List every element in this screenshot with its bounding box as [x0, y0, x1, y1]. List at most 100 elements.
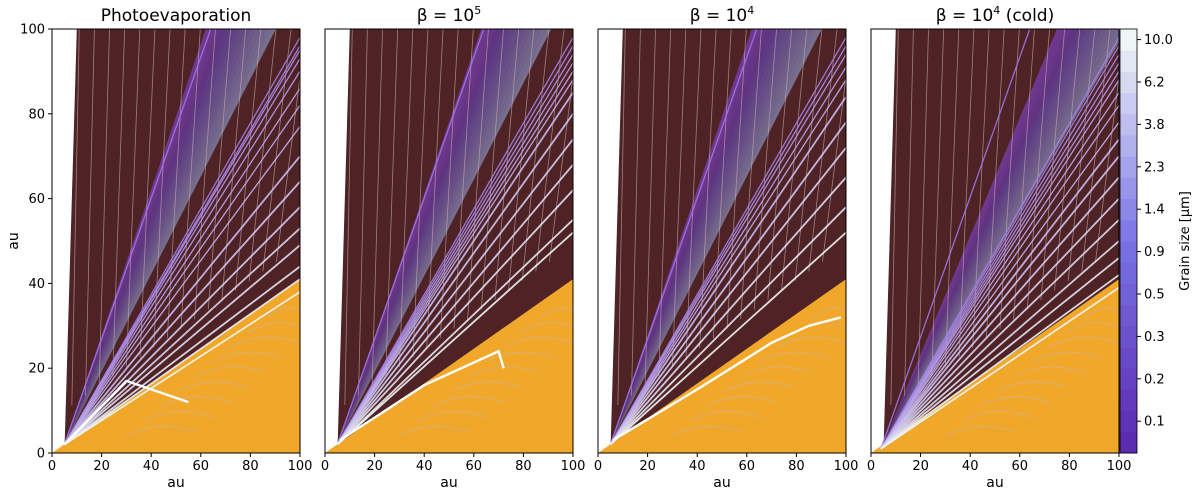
colorbar-tick-label: 1.4 — [1144, 203, 1165, 218]
flow-streamline — [931, 29, 945, 377]
grain-size-contour — [610, 29, 822, 445]
flow-streamline — [126, 29, 141, 367]
grain-size-contour — [880, 29, 1107, 449]
grain-size-contour — [337, 29, 507, 445]
disk-streamline — [945, 425, 1015, 437]
flow-streamline — [85, 29, 95, 396]
x-tick-label: 20 — [366, 459, 383, 474]
grain-size-contour — [64, 29, 266, 445]
x-tick-label: 100 — [288, 459, 313, 474]
colorbar-level — [1120, 177, 1137, 200]
x-tick-label: 40 — [416, 459, 433, 474]
flow-streamline — [1067, 29, 1096, 281]
dust-streamline — [609, 66, 846, 445]
dust-streamline — [63, 278, 300, 446]
axes-frame — [51, 28, 301, 454]
colorbar-level — [1120, 410, 1137, 433]
disk-streamline — [195, 366, 266, 378]
grain-size-contour — [337, 29, 522, 445]
dust-streamline — [336, 219, 573, 446]
colorbar-level — [1120, 113, 1137, 136]
disk-streamline — [451, 381, 522, 392]
dust-streamline — [63, 29, 212, 445]
x-tick-label: 0 — [48, 459, 56, 474]
dust-streamline — [609, 45, 846, 445]
y-tick-label: 100 — [20, 23, 45, 38]
y-axis-label: au — [6, 232, 22, 249]
colorbar-level — [1120, 262, 1137, 284]
dust-streamline — [880, 54, 1119, 450]
colorbar-level — [1120, 283, 1137, 306]
colorbar-level — [1120, 241, 1137, 263]
x-tick-label: 80 — [1061, 459, 1078, 474]
colorbar-level — [1120, 135, 1137, 157]
grain-size-contour — [337, 29, 492, 445]
dust-streamline — [880, 104, 1119, 450]
dust-streamline — [609, 176, 846, 446]
flow-streamline — [631, 29, 641, 396]
dust-streamline — [880, 71, 1119, 450]
grain-size-contour — [880, 29, 1119, 449]
disk-streamline — [178, 381, 249, 392]
colorbar-level — [1120, 431, 1137, 454]
plot-area — [598, 29, 846, 453]
x-tick-label: 100 — [1107, 459, 1132, 474]
dust-streamline — [336, 29, 485, 445]
dust-streamline — [63, 227, 300, 446]
disk-streamline — [1014, 366, 1085, 378]
dust-streamline — [63, 37, 300, 445]
flow-streamline — [958, 29, 975, 358]
grain-size-contour — [880, 29, 1077, 449]
x-axis-label: au — [713, 475, 730, 491]
dust-streamline — [336, 164, 573, 446]
dust-streamline — [336, 79, 573, 445]
x-tick-label: 20 — [639, 459, 656, 474]
dust-streamline — [336, 189, 573, 446]
dust-streamline — [609, 231, 846, 446]
flow-streamline — [399, 29, 414, 367]
flow-streamline — [904, 29, 914, 396]
x-tick-label: 40 — [689, 459, 706, 474]
dust-streamline — [63, 244, 300, 446]
dust-streamline — [336, 71, 573, 445]
disk-streamline — [126, 425, 196, 437]
y-tick-label: 60 — [28, 192, 45, 207]
colorbar-label: Grain size [μm] — [1178, 191, 1193, 291]
flow-streamline — [685, 29, 702, 358]
dust-streamline — [880, 29, 1031, 449]
x-tick-label: 80 — [515, 459, 532, 474]
dust-streamline — [880, 176, 1119, 450]
dust-streamline — [336, 45, 573, 445]
grain-size-contour — [880, 29, 1117, 449]
dust-streamline — [880, 79, 1119, 450]
x-tick-label: 60 — [193, 459, 210, 474]
dust-streamline — [609, 54, 846, 445]
y-tick-label: 0 — [37, 447, 45, 462]
flow-streamline — [644, 29, 656, 387]
flow-streamline — [1095, 74, 1119, 262]
dust-streamline — [880, 197, 1119, 450]
flow-streamline — [672, 29, 687, 367]
dust-streamline — [336, 54, 573, 445]
dust-streamline — [63, 88, 300, 445]
dust-streamline — [336, 231, 573, 446]
x-tick-label: 60 — [466, 459, 483, 474]
axes-frame — [870, 28, 1120, 454]
flow-streamline — [112, 29, 126, 377]
flow-streamline — [699, 29, 717, 348]
grain-size-contour — [337, 29, 527, 445]
x-tick-label: 60 — [1012, 459, 1029, 474]
colorbar-level — [1120, 368, 1137, 390]
flow-streamline — [740, 29, 762, 320]
colorbar-tick-label: 2.3 — [1144, 160, 1165, 175]
dust-streamline — [63, 58, 300, 445]
disk-streamline — [520, 322, 573, 333]
disk-streamline — [724, 381, 795, 392]
colorbar-tick-label: 0.2 — [1144, 372, 1165, 387]
y-tick-label: 80 — [28, 107, 45, 122]
panel-3: 0 20 40 60 80 100 au β = 104 — [594, 4, 859, 491]
disk-streamline — [143, 411, 214, 422]
disk-streamline — [213, 351, 283, 363]
grain-size-contour — [64, 29, 271, 445]
dust-streamline — [880, 219, 1119, 450]
